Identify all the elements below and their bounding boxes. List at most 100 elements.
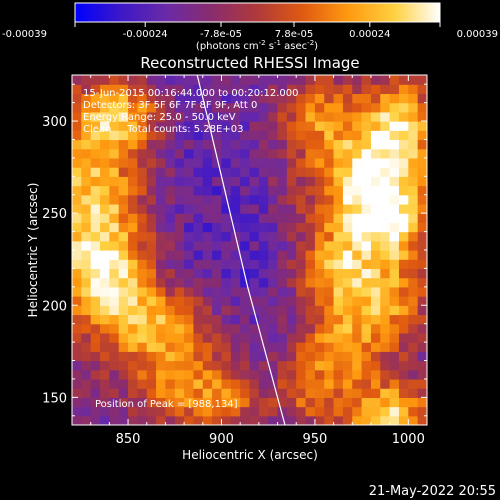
heatmap-cell (156, 139, 167, 150)
heatmap-cell (146, 93, 157, 104)
heatmap-cell (398, 222, 409, 233)
heatmap-cell (258, 259, 269, 270)
heatmap-cell (230, 314, 241, 325)
heatmap-cell (202, 121, 213, 131)
heatmap-cell (268, 84, 279, 95)
heatmap-cell (156, 222, 167, 233)
heatmap-cell (296, 342, 307, 352)
heatmap-cell (212, 388, 223, 398)
heatmap-cell (333, 296, 344, 306)
heatmap-cell (324, 351, 335, 362)
heatmap-cell (81, 286, 92, 297)
heatmap-cell (202, 397, 213, 408)
heatmap-cell (305, 93, 316, 104)
heatmap-cell (277, 296, 288, 306)
heatmap-cell (417, 323, 427, 334)
heatmap-cell (193, 148, 204, 159)
heatmap-cell (118, 121, 129, 131)
heatmap-cell (370, 259, 381, 270)
heatmap-cell (184, 342, 195, 352)
heatmap-cell (342, 84, 353, 95)
heatmap-cell (109, 323, 120, 334)
heatmap-cell (118, 240, 129, 251)
heatmap-cell (342, 148, 353, 159)
heatmap-cell (90, 397, 101, 408)
heatmap-cell (268, 378, 279, 389)
heatmap-cell (277, 111, 288, 122)
heatmap-cell (324, 388, 335, 398)
heatmap-cell (221, 378, 232, 389)
heatmap-cell (380, 332, 391, 343)
heatmap-cell (333, 231, 344, 242)
heatmap-cell (193, 213, 204, 223)
heatmap-cell (417, 84, 427, 95)
heatmap-cell (342, 342, 353, 352)
heatmap-cell (202, 250, 213, 260)
heatmap-cell (146, 351, 157, 362)
heatmap-cell (156, 296, 167, 306)
heatmap-cell (193, 415, 204, 425)
heatmap-cell (230, 277, 241, 288)
heatmap-cell (184, 167, 195, 177)
heatmap-cell (342, 415, 353, 425)
heatmap-cell (370, 111, 381, 122)
heatmap-cell (324, 342, 335, 352)
heatmap-cell (90, 406, 101, 417)
heatmap-cell (81, 397, 92, 408)
heatmap-cell (286, 102, 297, 113)
heatmap-cell (212, 213, 223, 223)
heatmap-cell (230, 351, 241, 362)
heatmap-cell (305, 277, 316, 288)
heatmap-cell (389, 314, 400, 325)
heatmap-cell (146, 240, 157, 251)
heatmap-cell (118, 351, 129, 362)
heatmap-cell (230, 240, 241, 251)
heatmap-cell (314, 185, 325, 196)
heatmap-cell (146, 231, 157, 242)
heatmap-cell (249, 222, 260, 233)
heatmap-cell (277, 332, 288, 343)
heatmap-cell (389, 351, 400, 362)
heatmap-cell (389, 111, 400, 122)
heatmap-cell (72, 388, 82, 398)
heatmap-cell (305, 240, 316, 251)
heatmap-cell (193, 342, 204, 352)
heatmap-cell (240, 406, 251, 417)
heatmap-cell (202, 314, 213, 325)
heatmap-cell (174, 259, 185, 270)
heatmap-cell (109, 388, 120, 398)
heatmap-cell (277, 305, 288, 316)
heatmap-cell (398, 231, 409, 242)
heatmap-cell (370, 296, 381, 306)
heatmap-cell (268, 111, 279, 122)
heatmap-cell (72, 369, 82, 380)
heatmap-cell (370, 332, 381, 343)
heatmap-cell (380, 388, 391, 398)
heatmap-cell (202, 157, 213, 168)
heatmap-cell (202, 185, 213, 196)
heatmap-cell (352, 222, 363, 233)
heatmap-cell (165, 305, 176, 316)
heatmap-cell (137, 415, 148, 425)
heatmap-cell (333, 93, 344, 104)
heatmap-cell (221, 93, 232, 104)
heatmap-cell (333, 369, 344, 380)
heatmap-cell (230, 397, 241, 408)
heatmap-cell (165, 286, 176, 297)
heatmap-cell (81, 305, 92, 316)
heatmap-cell (370, 167, 381, 177)
heatmap-cell (333, 167, 344, 177)
heatmap-cell (324, 360, 335, 371)
heatmap-cell (333, 277, 344, 288)
heatmap-cell (221, 157, 232, 168)
heatmap-cell (240, 314, 251, 325)
heatmap-cell (146, 406, 157, 417)
heatmap-cell (230, 111, 241, 122)
heatmap-cell (118, 148, 129, 159)
heatmap-cell (398, 360, 409, 371)
heatmap-cell (286, 332, 297, 343)
heatmap-cell (380, 296, 391, 306)
heatmap-cell (90, 130, 101, 141)
heatmap-cell (118, 277, 129, 288)
heatmap-cell (193, 351, 204, 362)
